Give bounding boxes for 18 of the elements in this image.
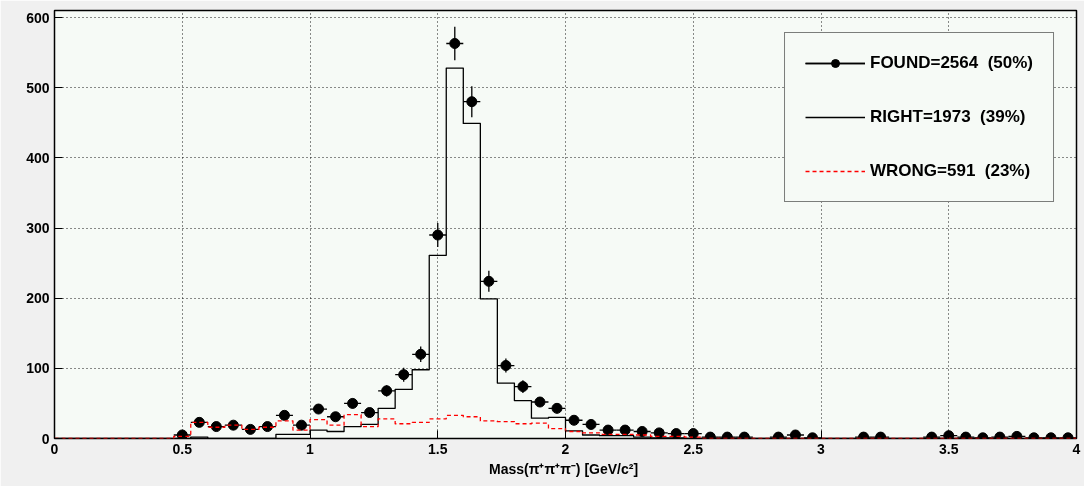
y-tick-label: 400: [26, 149, 50, 166]
x-tick-label: 2.5: [683, 440, 704, 457]
y-tick-label: 200: [26, 290, 50, 307]
y-tick-label: 100: [26, 360, 50, 377]
x-tick-label: 1: [306, 440, 315, 457]
x-tick-label: 0.5: [172, 440, 193, 457]
x-tick-label: 1.5: [428, 440, 448, 457]
y-tick-label: 300: [26, 220, 50, 237]
x-tick-label: 3: [817, 440, 826, 457]
x-tick-label: 4: [1072, 440, 1081, 457]
x-tick-label: 3.5: [939, 440, 959, 457]
legend-label: RIGHT=1973 (39%): [870, 107, 1026, 127]
y-tick-label: 600: [26, 9, 50, 26]
legend-label: WRONG=591 (23%): [870, 161, 1031, 181]
x-axis-title: Mass(π⁺π⁺π⁻) [GeV/c²]: [489, 460, 639, 477]
y-tick-label: 500: [26, 79, 50, 96]
legend-label: FOUND=2564 (50%): [870, 53, 1033, 73]
x-tick-label: 2: [561, 440, 570, 457]
